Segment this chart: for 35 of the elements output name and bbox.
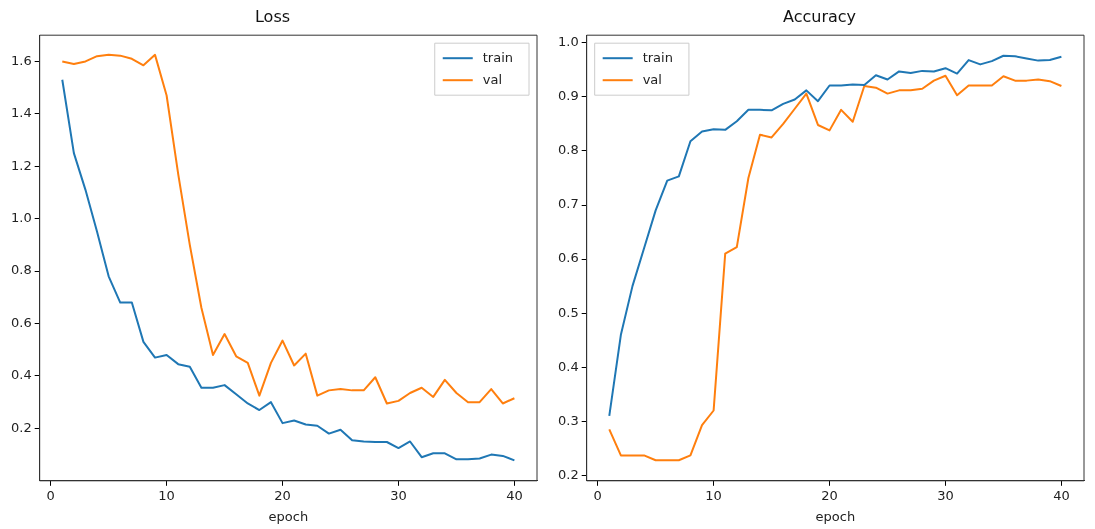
y-tick-label: 0.7 — [557, 196, 579, 212]
y-tick-label: 0.2 — [10, 419, 32, 435]
y-tick-label: 0.8 — [10, 262, 32, 278]
legend-label: val — [482, 71, 503, 87]
y-tick-label: 0.2 — [557, 466, 579, 482]
y-tick-label: 0.4 — [557, 358, 579, 374]
x-tick-label: 10 — [158, 487, 175, 503]
y-tick-label: 1.2 — [10, 157, 32, 173]
chart-title: Accuracy — [782, 6, 857, 26]
x-tick-label: 40 — [506, 487, 523, 503]
y-tick-label: 0.3 — [557, 412, 579, 428]
y-tick-label: 0.8 — [557, 142, 579, 158]
x-axis-title: epoch — [815, 508, 856, 524]
legend-label: val — [642, 71, 662, 87]
x-tick-label: 10 — [705, 487, 722, 503]
x-tick-label: 20 — [274, 487, 291, 503]
y-tick-label: 1.0 — [557, 34, 579, 50]
y-tick-label: 0.6 — [10, 314, 32, 330]
y-tick-label: 0.6 — [557, 250, 579, 266]
legend-label: train — [482, 49, 514, 65]
y-tick-label: 0.9 — [557, 88, 579, 104]
chart-title: Loss — [254, 6, 291, 26]
x-tick-label: 20 — [821, 487, 838, 503]
x-tick-label: 0 — [46, 487, 55, 503]
y-tick-label: 0.5 — [557, 304, 579, 320]
legend-label: train — [642, 49, 673, 65]
y-tick-label: 1.0 — [10, 210, 32, 226]
y-tick-label: 1.6 — [10, 52, 32, 68]
y-tick-label: 0.4 — [10, 367, 32, 383]
x-tick-label: 30 — [390, 487, 407, 503]
x-tick-label: 0 — [593, 487, 602, 503]
x-tick-label: 30 — [937, 487, 954, 503]
x-axis-title: epoch — [268, 508, 309, 524]
y-tick-label: 1.4 — [10, 105, 32, 121]
x-tick-label: 40 — [1053, 487, 1070, 503]
